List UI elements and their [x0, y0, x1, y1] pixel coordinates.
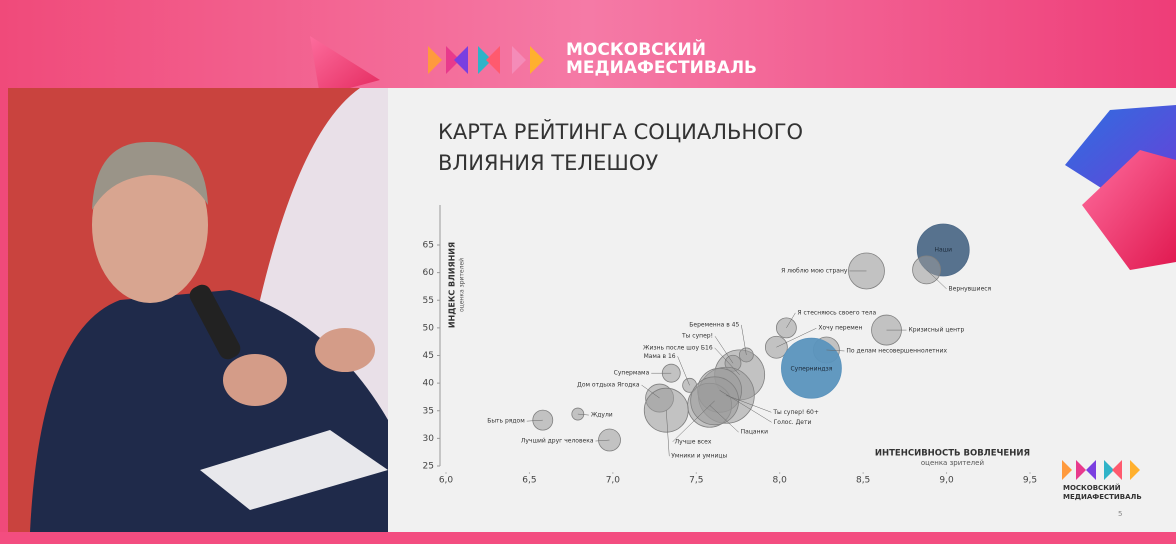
logo-text: МОСКОВСКИЙ	[1063, 483, 1121, 492]
x-axis-subtitle: оценка зрителей	[921, 459, 984, 467]
bubble-label: Лучший друг человека	[521, 438, 594, 445]
y-axis-subtitle: оценка зрителей	[459, 258, 466, 312]
x-tick-label: 7,5	[689, 476, 703, 486]
bubble-label: Хочу перемен	[818, 325, 862, 332]
x-tick-label: 6,0	[439, 476, 454, 486]
chart-title: КАРТА РЕЙТИНГА СОЦИАЛЬНОГО	[438, 119, 803, 144]
decor	[310, 36, 380, 96]
bubble-label: Ты супер! 60+	[772, 409, 819, 416]
bubble-label: По делам несовершеннолетних	[846, 347, 947, 354]
bubble-label: Ждули	[591, 412, 613, 419]
slide-logo: МОСКОВСКИЙ МЕДИАФЕСТИВАЛЬ	[1062, 460, 1142, 501]
bubble-label: Быть рядом	[487, 418, 525, 425]
slide-decor	[1065, 105, 1176, 270]
bubble-label: Вернувшиеся	[949, 285, 992, 292]
y-axis-title: ИНДЕКС ВЛИЯНИЯ	[448, 242, 457, 328]
y-tick-label: 40	[423, 379, 435, 389]
leader-line	[776, 327, 817, 348]
bubble-label: Жизнь после шоу Б16	[643, 344, 713, 351]
leader-line	[672, 400, 715, 442]
bubble-label: Я стесняюсь своего тела	[797, 309, 876, 316]
leader-line	[786, 312, 796, 329]
x-tick-label: 9,5	[1023, 476, 1037, 486]
chart-title: ВЛИЯНИЯ ТЕЛЕШОУ	[438, 151, 658, 175]
leader-line	[726, 395, 772, 413]
video-feed	[8, 88, 388, 532]
y-tick-label: 25	[423, 462, 434, 472]
leader-line	[709, 405, 739, 433]
bubble-label: Умники и умницы	[671, 453, 727, 460]
x-tick-label: 9,0	[939, 476, 954, 486]
bubble-label: Голос. Дети	[774, 419, 812, 426]
leader-line	[641, 384, 660, 399]
bubble-label: Мама в 16	[644, 353, 676, 360]
x-tick-label: 6,5	[522, 476, 536, 486]
y-tick-label: 30	[423, 434, 435, 444]
bottom-bar	[0, 532, 1176, 544]
leader-line	[926, 269, 947, 290]
bubble-label: Кризисный центр	[909, 327, 965, 334]
y-tick-label: 45	[423, 351, 434, 361]
y-tick-label: 55	[423, 296, 434, 306]
bubble-label: Супермама	[614, 370, 650, 377]
brand-text: МЕДИАФЕСТИВАЛЬ	[566, 58, 757, 78]
y-tick-label: 35	[423, 406, 434, 416]
leader-line	[577, 413, 589, 416]
leader-line	[595, 439, 610, 442]
x-tick-label: 7,0	[606, 476, 621, 486]
bubble-label: Пацанки	[741, 429, 768, 436]
bubble-label: Беременна в 45	[689, 321, 739, 328]
leader-line	[677, 356, 690, 386]
slide	[388, 88, 1176, 532]
x-axis-title: ИНТЕНСИВНОСТЬ ВОВЛЕЧЕНИЯ	[875, 449, 1030, 459]
leader-line	[826, 349, 845, 352]
page-number: 5	[1118, 510, 1122, 518]
logo-text: МЕДИАФЕСТИВАЛЬ	[1063, 493, 1142, 501]
leader-line	[809, 367, 812, 370]
chart: КАРТА РЕЙТИНГА СОЦИАЛЬНОГО ВЛИЯНИЯ ТЕЛЕШ…	[423, 119, 1038, 486]
leader-line	[719, 390, 772, 423]
y-tick-label: 50	[423, 323, 435, 333]
leader-line	[666, 410, 670, 457]
leader-line	[526, 419, 543, 422]
bubble-label: Лучше всех	[675, 438, 712, 445]
y-tick-label: 65	[423, 241, 434, 251]
bubble-label: Дом отдыха Ягодка	[577, 382, 640, 389]
y-tick-label: 60	[423, 268, 435, 278]
x-tick-label: 8,0	[773, 476, 788, 486]
bubble-label: Суперниндзя	[790, 366, 832, 373]
brand-text: МОСКОВСКИЙ	[566, 38, 706, 60]
festival-logo: МОСКОВСКИЙ МЕДИАФЕСТИВАЛЬ	[428, 38, 757, 78]
leader-line	[714, 336, 734, 364]
bubble-label: Наши	[934, 246, 952, 253]
leader-line	[741, 324, 747, 355]
x-tick-label: 8,5	[856, 476, 870, 486]
bubble-label: Ты супер!	[681, 333, 713, 340]
leader-line	[714, 347, 740, 376]
bubble-label: Я люблю мою страну	[781, 267, 848, 274]
